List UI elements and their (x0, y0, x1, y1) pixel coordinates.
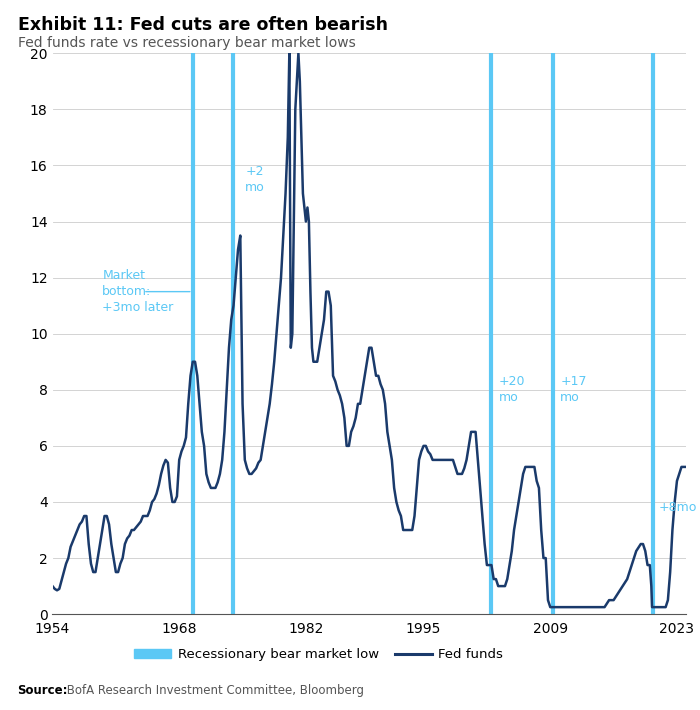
Text: BofA Research Investment Committee, Bloomberg: BofA Research Investment Committee, Bloo… (63, 684, 364, 697)
Text: Exhibit 11: Fed cuts are often bearish: Exhibit 11: Fed cuts are often bearish (18, 16, 388, 33)
Text: +20
mo: +20 mo (498, 376, 525, 404)
Text: Fed funds rate vs recessionary bear market lows: Fed funds rate vs recessionary bear mark… (18, 36, 355, 50)
Legend: Recessionary bear market low, Fed funds: Recessionary bear market low, Fed funds (129, 643, 508, 667)
Text: Source:: Source: (18, 684, 68, 697)
Text: +17
mo: +17 mo (560, 376, 587, 404)
Text: +2
mo: +2 mo (245, 165, 265, 194)
Text: Market
bottom:
+3mo later: Market bottom: +3mo later (102, 269, 174, 314)
Text: +8mo: +8mo (659, 501, 697, 514)
